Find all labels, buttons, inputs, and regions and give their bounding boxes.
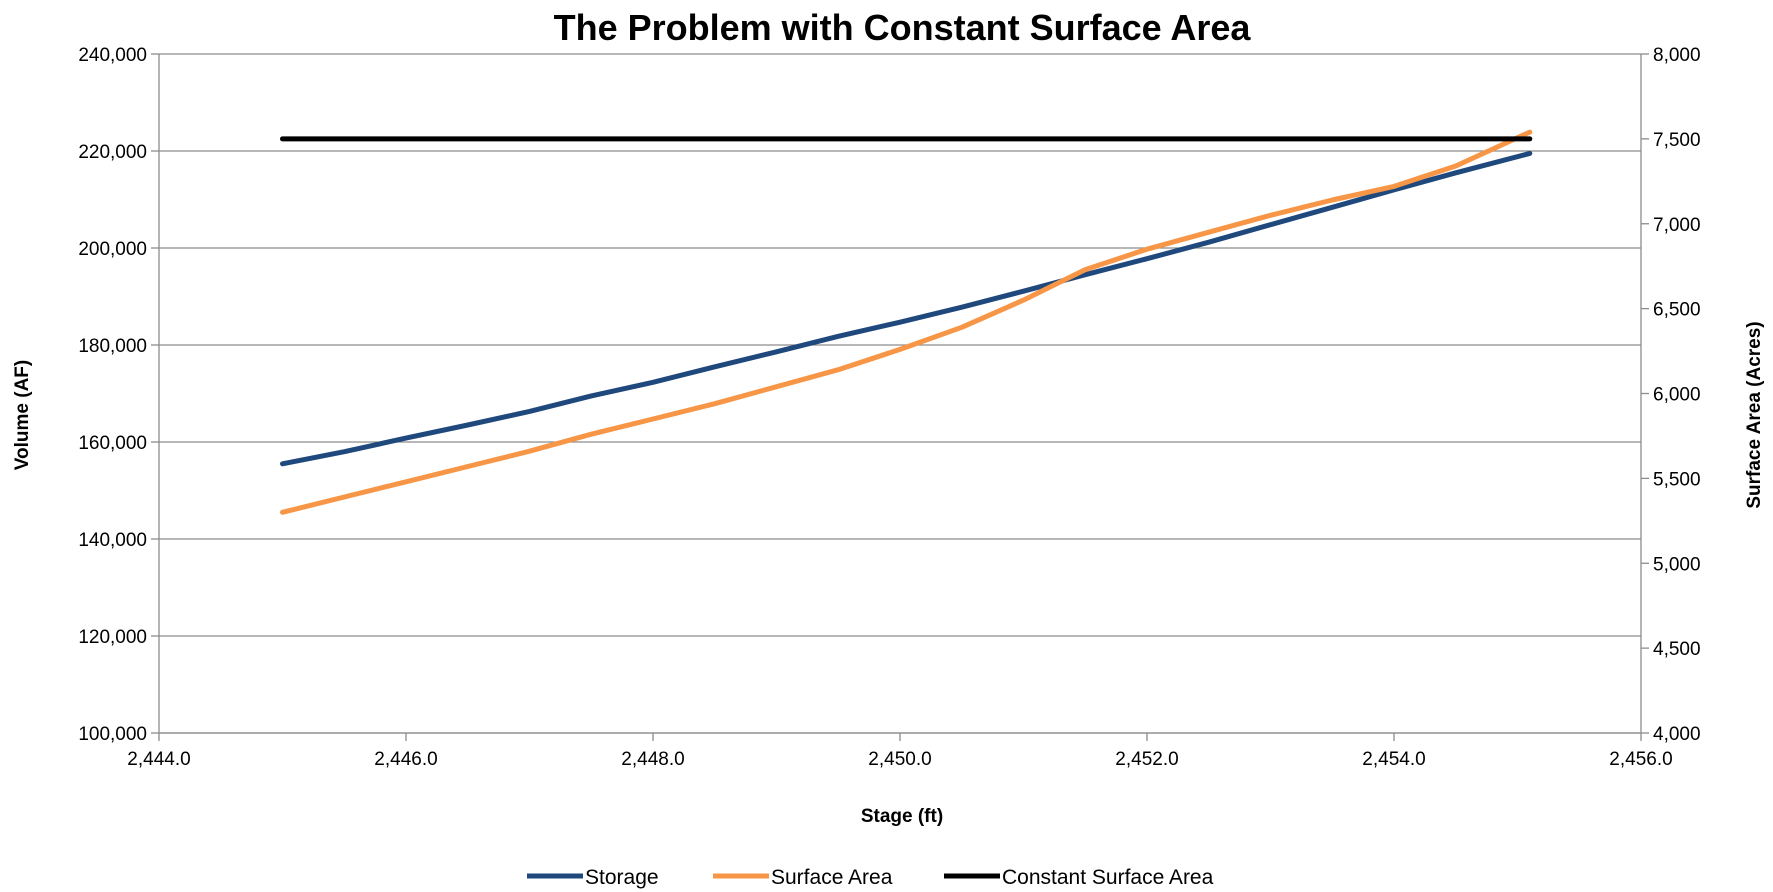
legend: Storage Surface Area Constant Surface Area bbox=[527, 866, 1214, 889]
legend-label-storage: Storage bbox=[585, 866, 659, 889]
axes bbox=[151, 53, 1649, 741]
y-tick-label: 120,000 bbox=[78, 627, 147, 648]
y2-tick-label: 4,500 bbox=[1653, 639, 1701, 660]
y-tick-label: 220,000 bbox=[78, 142, 147, 163]
y2-tick-label: 5,000 bbox=[1653, 554, 1701, 575]
y-tick-label: 240,000 bbox=[78, 45, 147, 66]
x-tick-label: 2,452.0 bbox=[1115, 749, 1178, 770]
legend-label-surface-area: Surface Area bbox=[771, 866, 893, 889]
y2-tick-label: 5,500 bbox=[1653, 469, 1701, 490]
y-tick-label: 140,000 bbox=[78, 530, 147, 551]
series-line-storage bbox=[280, 150, 1533, 467]
series-line-surface-area bbox=[280, 129, 1533, 515]
x-tick-label: 2,444.0 bbox=[127, 749, 190, 770]
x-axis-label: Stage (ft) bbox=[861, 806, 943, 827]
tick-labels: 100,000 120,000 140,000 160,000 180,000 200,0… bbox=[78, 45, 1700, 770]
y-tick-label: 100,000 bbox=[78, 724, 147, 745]
y-tick-label: 200,000 bbox=[78, 239, 147, 260]
y2-tick-label: 7,000 bbox=[1653, 215, 1701, 236]
chart-title: The Problem with Constant Surface Area bbox=[554, 7, 1252, 48]
y2-tick-label: 7,500 bbox=[1653, 130, 1701, 151]
legend-label-constant-surface-area: Constant Surface Area bbox=[1002, 866, 1214, 889]
x-tick-label: 2,450.0 bbox=[868, 749, 931, 770]
y2-tick-label: 6,000 bbox=[1653, 385, 1701, 406]
x-tick-label: 2,454.0 bbox=[1362, 749, 1425, 770]
y-tick-label: 180,000 bbox=[78, 336, 147, 357]
y-tick-label: 160,000 bbox=[78, 433, 147, 454]
y2-tick-label: 8,000 bbox=[1653, 45, 1701, 66]
x-tick-label: 2,448.0 bbox=[621, 749, 684, 770]
y2-tick-label: 6,500 bbox=[1653, 300, 1701, 321]
y2-axis-label: Surface Area (Acres) bbox=[1744, 321, 1765, 508]
x-tick-label: 2,446.0 bbox=[374, 749, 437, 770]
series-lines bbox=[280, 129, 1533, 515]
y2-tick-label: 4,000 bbox=[1653, 724, 1701, 745]
y-axis-label: Volume (AF) bbox=[12, 360, 33, 470]
x-tick-label: 2,456.0 bbox=[1609, 749, 1672, 770]
gridlines bbox=[159, 53, 1641, 734]
